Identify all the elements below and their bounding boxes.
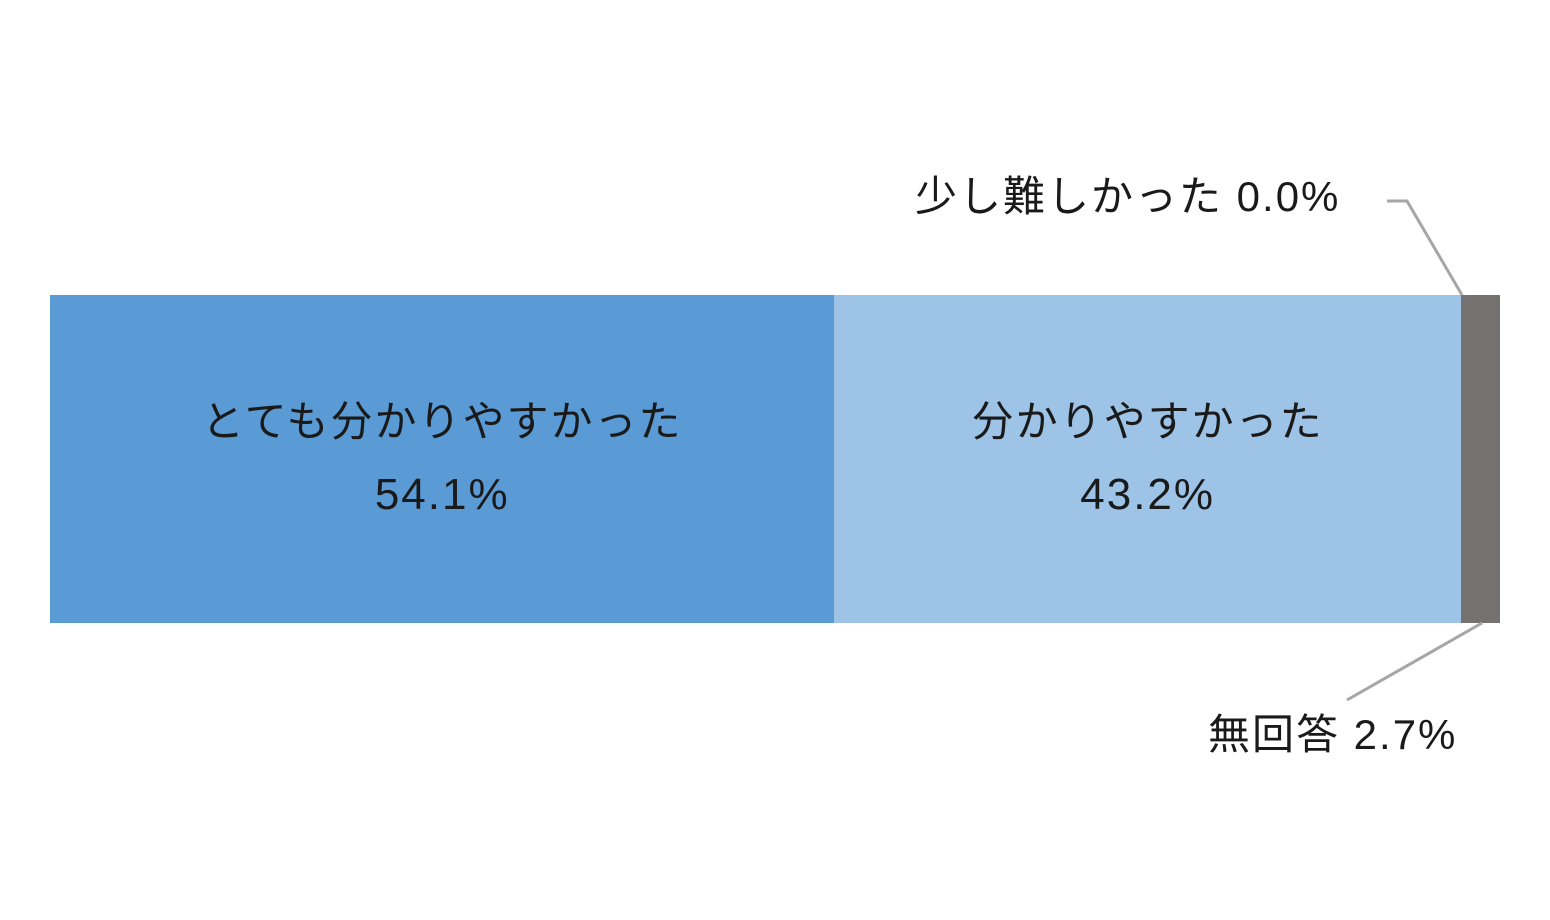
segment-label: とても分かりやすかった xyxy=(201,398,683,445)
segment-easy: 分かりやすかった 43.2% xyxy=(834,295,1461,623)
leader-line-top xyxy=(1387,199,1464,296)
segment-very-easy: とても分かりやすかった 54.1% xyxy=(50,295,835,623)
callout-slightly-difficult: 少し難しかった 0.0% xyxy=(915,173,1341,220)
segment-value: 54.1% xyxy=(374,470,510,519)
stacked-bar: とても分かりやすかった 54.1% 分かりやすかった 43.2% xyxy=(50,295,1500,623)
leader-line-bottom xyxy=(1346,621,1483,702)
segment-value: 43.2% xyxy=(1080,470,1216,519)
segment-label: 分かりやすかった xyxy=(971,398,1324,445)
callout-no-answer: 無回答 2.7% xyxy=(1208,711,1458,758)
segment-no-answer xyxy=(1460,295,1500,623)
